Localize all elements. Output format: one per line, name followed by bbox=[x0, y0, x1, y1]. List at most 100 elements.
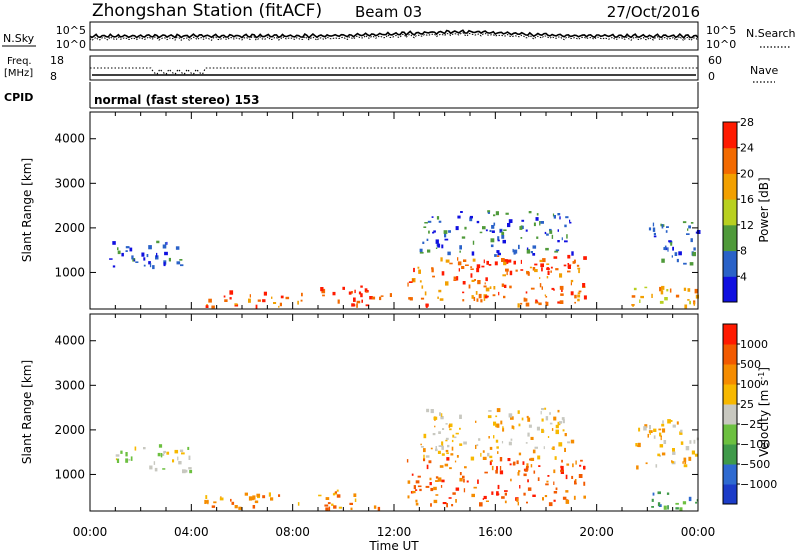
velocity-cell bbox=[130, 456, 133, 461]
power-cell bbox=[555, 268, 559, 271]
velocity-colorbar-tick-label: 1000 bbox=[740, 338, 768, 351]
power-cell bbox=[541, 267, 543, 272]
power-cell bbox=[469, 215, 473, 219]
power-cell bbox=[488, 264, 492, 266]
power-cell bbox=[689, 262, 694, 266]
power-cell bbox=[447, 251, 451, 256]
power-cell bbox=[271, 296, 273, 299]
velocity-cell bbox=[649, 425, 651, 430]
velocity-cell bbox=[551, 447, 555, 450]
power-cell bbox=[508, 219, 513, 223]
velocity-cell bbox=[120, 450, 123, 454]
velocity-cell bbox=[553, 499, 556, 502]
power-cell bbox=[571, 251, 574, 256]
velocity-cell bbox=[583, 481, 586, 486]
power-cell bbox=[125, 246, 130, 249]
velocity-cell bbox=[205, 500, 209, 503]
power-cell bbox=[578, 269, 580, 274]
power-cell bbox=[353, 297, 356, 302]
velocity-cell bbox=[672, 451, 676, 455]
velocity-cell bbox=[502, 426, 504, 430]
noise-sky-series bbox=[89, 29, 699, 39]
velocity-cell bbox=[449, 428, 452, 431]
power-cell bbox=[633, 287, 637, 291]
velocity-cell bbox=[573, 495, 576, 500]
velocity-cell bbox=[638, 427, 641, 432]
velocity-cell bbox=[297, 502, 300, 506]
date-label: 27/Oct/2016 bbox=[607, 3, 700, 21]
velocity-cell bbox=[189, 469, 193, 474]
power-cell bbox=[693, 247, 696, 251]
power-cell bbox=[653, 232, 656, 236]
power-cell bbox=[683, 287, 687, 291]
velocity-cell bbox=[559, 421, 562, 424]
velocity-cell bbox=[459, 414, 462, 419]
power-cell bbox=[484, 282, 486, 285]
velocity-cell bbox=[349, 502, 353, 505]
velocity-cell bbox=[488, 410, 492, 412]
velocity-cell bbox=[463, 488, 466, 493]
velocity-cell bbox=[143, 447, 146, 450]
velocity-cell bbox=[645, 462, 648, 465]
power-cell bbox=[224, 299, 228, 302]
velocity-colorbar-frame bbox=[722, 323, 738, 505]
velocity-cell bbox=[636, 465, 639, 470]
velocity-cell bbox=[534, 446, 538, 449]
velocity-x-ticks bbox=[89, 314, 699, 511]
power-cell bbox=[535, 299, 538, 302]
power-cell bbox=[496, 255, 500, 257]
power-cell bbox=[536, 236, 539, 239]
power-cell bbox=[389, 293, 392, 297]
power-cell bbox=[148, 261, 151, 265]
power-cell bbox=[577, 298, 580, 302]
power-cell bbox=[133, 259, 136, 262]
velocity-cell bbox=[496, 493, 500, 496]
power-cell bbox=[156, 252, 158, 258]
velocity-cell bbox=[560, 465, 564, 471]
power-cell bbox=[667, 247, 669, 252]
velocity-cell bbox=[420, 446, 424, 448]
velocity-cell bbox=[452, 492, 456, 495]
power-cell bbox=[487, 210, 491, 213]
velocity-cell bbox=[510, 416, 514, 420]
velocity-cell bbox=[333, 492, 338, 495]
power-cell bbox=[477, 280, 481, 285]
power-cell bbox=[494, 254, 497, 257]
power-cell bbox=[503, 229, 507, 231]
velocity-colorbar-swatch bbox=[723, 384, 737, 405]
power-cell bbox=[471, 251, 475, 256]
velocity-cell bbox=[177, 456, 179, 461]
velocity-cell bbox=[268, 492, 271, 497]
power-cell bbox=[504, 284, 507, 288]
power-cell bbox=[521, 219, 525, 222]
power-cell bbox=[273, 302, 277, 304]
power-cell bbox=[489, 286, 492, 289]
power-cell bbox=[117, 247, 119, 251]
power-cell bbox=[143, 257, 146, 261]
power-cell bbox=[574, 301, 576, 304]
power-cell bbox=[661, 285, 665, 290]
power-cell bbox=[408, 281, 413, 283]
velocity-colorbar-swatch bbox=[723, 324, 737, 345]
power-cell bbox=[206, 304, 208, 306]
power-cell bbox=[468, 284, 471, 289]
power-cell bbox=[365, 291, 368, 293]
velocity-cell bbox=[685, 446, 690, 451]
velocity-cell bbox=[511, 425, 514, 429]
power-cell bbox=[687, 299, 690, 301]
velocity-cell bbox=[530, 457, 535, 461]
velocity-cell bbox=[658, 428, 662, 431]
power-cell bbox=[663, 247, 667, 250]
velocity-cell bbox=[178, 461, 182, 465]
power-cell bbox=[660, 290, 664, 295]
power-cell bbox=[534, 269, 538, 273]
velocity-cell bbox=[647, 433, 649, 438]
power-cell bbox=[348, 291, 352, 295]
velocity-cell bbox=[220, 496, 222, 499]
power-cell bbox=[539, 221, 541, 226]
velocity-cell bbox=[663, 505, 667, 510]
noise-left-tick-bottom: 10^0 bbox=[56, 38, 86, 51]
velocity-cell bbox=[549, 422, 553, 425]
power-cell bbox=[541, 286, 543, 290]
velocity-cell bbox=[493, 421, 497, 426]
